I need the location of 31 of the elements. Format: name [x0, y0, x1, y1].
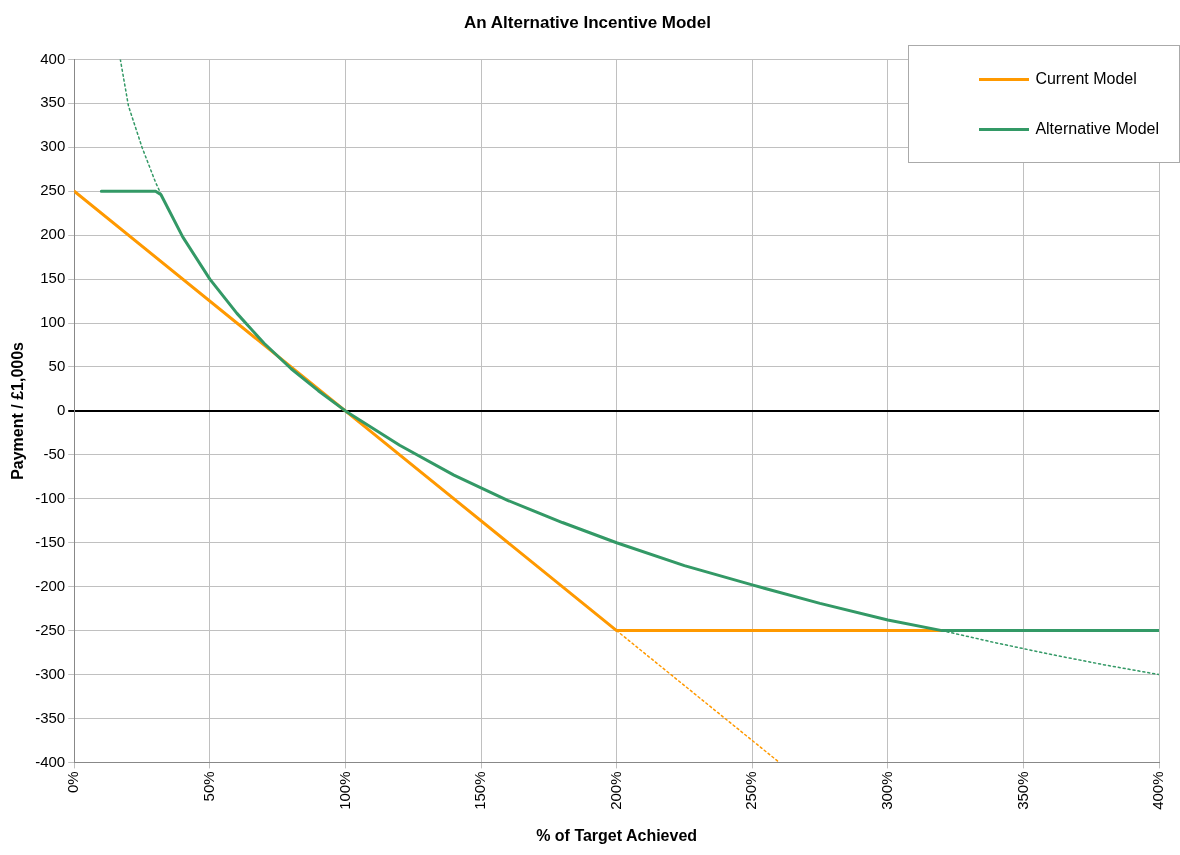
y-tick-label: 250 [40, 181, 66, 199]
y-tick-label: 100 [40, 313, 66, 331]
x-tick-label: 50% [199, 771, 217, 802]
y-axis-title: Payment / £1,000s [9, 341, 27, 480]
y-tick-label: -50 [43, 445, 66, 462]
y-tick-label: 200 [40, 225, 66, 243]
x-tick-label: 400% [1149, 771, 1167, 810]
y-tick-label: 50 [48, 357, 66, 375]
y-tick-label: 400 [40, 49, 66, 67]
x-tick-label: 250% [742, 771, 760, 810]
x-tick-label: 350% [1013, 771, 1031, 810]
legend-label: Current Model [1035, 70, 1137, 88]
chart-title: An Alternative Incentive Model [464, 12, 711, 32]
y-tick-label: 0 [56, 401, 66, 419]
x-tick-label: 200% [606, 771, 624, 810]
legend-label: Alternative Model [1035, 120, 1159, 138]
x-tick-label: 0% [64, 771, 82, 794]
x-tick-label: 300% [877, 771, 895, 810]
y-tick-label: 300 [40, 137, 66, 155]
y-tick-label: 350 [40, 93, 66, 111]
y-tick-label: -350 [35, 708, 66, 726]
y-tick-label: 150 [40, 269, 66, 287]
y-tick-label: -300 [35, 664, 66, 682]
y-tick-label: -100 [35, 488, 66, 506]
x-tick-label: 100% [335, 771, 353, 810]
x-axis-title: % of Target Achieved [536, 826, 698, 844]
y-tick-label: -400 [35, 752, 66, 770]
x-tick-label: 150% [471, 771, 489, 810]
y-tick-label: -250 [35, 620, 66, 638]
y-tick-label: -200 [35, 576, 66, 594]
y-tick-label: -150 [35, 532, 66, 550]
